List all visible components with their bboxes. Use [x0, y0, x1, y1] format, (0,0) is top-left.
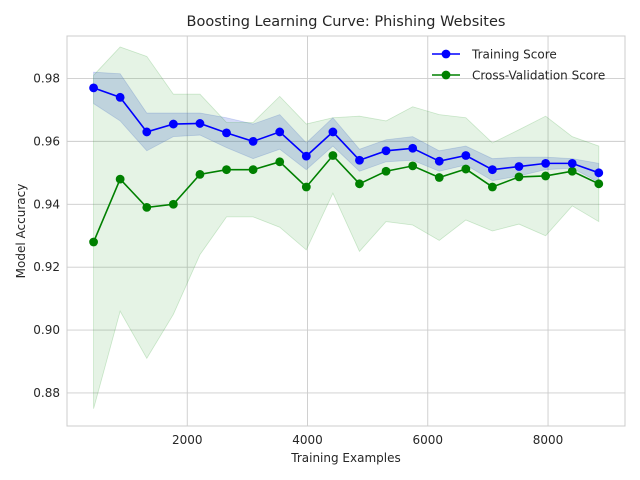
legend-marker-cross-validation-score — [441, 70, 451, 80]
data-point-training-score — [434, 156, 444, 166]
chart-title: Boosting Learning Curve: Phishing Websit… — [187, 14, 506, 30]
data-point-training-score — [222, 128, 231, 138]
x-tick-label: 4000 — [292, 433, 323, 447]
y-tick-label: 0.98 — [33, 71, 60, 85]
x-tick-label: 8000 — [533, 433, 564, 447]
legend-label-cross-validation-score: Cross-Validation Score — [472, 69, 605, 83]
data-point-cross-validation-score — [89, 237, 98, 247]
data-point-cross-validation-score — [248, 165, 258, 175]
y-tick-label: 0.92 — [33, 260, 60, 274]
grid-lines — [67, 36, 625, 426]
data-point-training-score — [328, 127, 338, 137]
data-point-training-score — [488, 165, 497, 175]
plot-background — [67, 36, 625, 426]
data-point-cross-validation-score — [275, 157, 285, 167]
y-tick-label: 0.96 — [33, 134, 60, 148]
data-point-cross-validation-score — [142, 203, 152, 212]
data-point-cross-validation-score — [355, 179, 364, 189]
data-point-training-score — [275, 127, 285, 137]
data-point-training-score — [514, 162, 524, 171]
data-point-training-score — [89, 83, 98, 93]
legend-marker-training-score — [441, 49, 451, 59]
data-point-training-score — [381, 146, 391, 156]
data-point-cross-validation-score — [301, 182, 311, 192]
data-point-cross-validation-score — [541, 171, 551, 181]
plot-frame — [66, 35, 626, 427]
data-point-training-score — [115, 92, 125, 102]
data-point-training-score — [195, 119, 205, 128]
data-point-cross-validation-score — [434, 173, 444, 182]
data-point-training-score — [301, 151, 311, 161]
plot-area — [67, 36, 625, 426]
y-tick-label: 0.90 — [33, 323, 60, 337]
x-tick-label: 2000 — [172, 433, 203, 447]
data-point-cross-validation-score — [488, 182, 497, 192]
data-point-training-score — [408, 143, 418, 153]
data-point-cross-validation-score — [115, 174, 125, 184]
data-point-cross-validation-score — [195, 169, 205, 179]
data-point-training-score — [168, 119, 178, 129]
data-point-cross-validation-score — [408, 161, 418, 171]
data-point-cross-validation-score — [567, 166, 577, 176]
data-point-cross-validation-score — [461, 164, 471, 174]
data-point-training-score — [461, 151, 471, 160]
data-point-training-score — [248, 136, 258, 146]
data-point-cross-validation-score — [328, 151, 338, 160]
y-tick-label: 0.88 — [33, 386, 60, 400]
legend: Training Score Cross-Validation Score — [432, 48, 605, 83]
x-tick-label: 6000 — [413, 433, 444, 447]
data-point-training-score — [567, 158, 577, 168]
data-point-training-score — [594, 168, 604, 178]
series-line-training-score — [93, 87, 600, 174]
data-point-cross-validation-score — [594, 179, 604, 189]
y-tick-label: 0.94 — [33, 197, 60, 211]
series-line-cross-validation-score — [92, 154, 600, 243]
axes: 2000 4000 6000 8000 0.88 0.90 0.92 0.94 0.96 0.98 — [33, 35, 626, 447]
x-axis-title: Training Examples — [290, 451, 400, 465]
data-point-training-score — [541, 158, 551, 168]
data-point-training-score — [355, 155, 364, 165]
legend-label-training-score: Training Score — [471, 48, 557, 62]
data-point-cross-validation-score — [168, 199, 178, 209]
data-point-cross-validation-score — [222, 165, 231, 175]
series-lines — [89, 83, 604, 247]
y-axis-title: Model Accuracy — [14, 184, 28, 279]
data-point-training-score — [142, 127, 152, 137]
data-point-cross-validation-score — [514, 172, 524, 182]
confidence-band-cross-validation — [93, 46, 600, 409]
data-point-cross-validation-score — [381, 166, 391, 176]
